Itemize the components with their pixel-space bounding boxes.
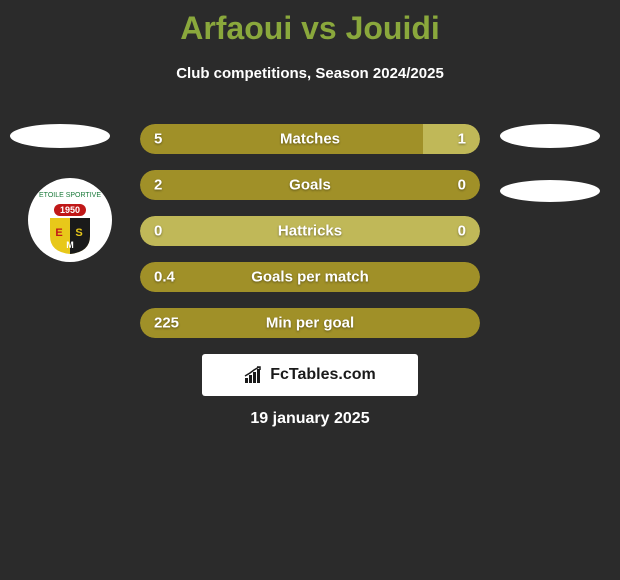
bar-label: Hattricks — [278, 223, 342, 240]
bar-min-per-goal: 225 Min per goal — [140, 308, 480, 338]
svg-text:M: M — [66, 240, 74, 250]
player-right-avatar-placeholder-2 — [500, 180, 600, 202]
bar-value-right: 0 — [458, 177, 466, 194]
bar-value-left: 5 — [154, 131, 162, 148]
bar-right-fill — [423, 124, 480, 154]
bar-label: Goals per match — [251, 269, 369, 286]
player-right-avatar-placeholder-1 — [500, 124, 600, 148]
bar-value-left: 0.4 — [154, 269, 175, 286]
bar-value-left: 225 — [154, 315, 179, 332]
bar-hattricks: 0 Hattricks 0 — [140, 216, 480, 246]
badge-year: 1950 — [54, 204, 86, 216]
bar-goals: 2 Goals 0 — [140, 170, 480, 200]
comparison-bars: 5 Matches 1 2 Goals 0 0 Hattricks 0 0.4 … — [140, 124, 480, 354]
badge-shield-icon: E S M — [48, 216, 92, 254]
bar-value-left: 0 — [154, 223, 162, 240]
page-title: Arfaoui vs Jouidi — [0, 0, 620, 47]
bar-value-right: 1 — [458, 131, 466, 148]
bar-label: Goals — [289, 177, 331, 194]
player-left-avatar-placeholder — [10, 124, 110, 148]
club-badge: ETOILE SPORTIVE 1950 E S M — [28, 178, 112, 262]
bar-matches: 5 Matches 1 — [140, 124, 480, 154]
badge-top-text: ETOILE SPORTIVE — [39, 192, 101, 200]
bar-value-right: 0 — [458, 223, 466, 240]
svg-text:S: S — [75, 227, 82, 239]
svg-text:E: E — [55, 227, 62, 239]
bar-label: Matches — [280, 131, 340, 148]
page-subtitle: Club competitions, Season 2024/2025 — [0, 65, 620, 82]
bar-goals-per-match: 0.4 Goals per match — [140, 262, 480, 292]
date-text: 19 january 2025 — [250, 410, 369, 428]
brand-box[interactable]: FcTables.com — [202, 354, 418, 396]
brand-text: FcTables.com — [270, 366, 376, 384]
chart-icon — [244, 366, 264, 384]
bar-label: Min per goal — [266, 315, 354, 332]
bar-value-left: 2 — [154, 177, 162, 194]
